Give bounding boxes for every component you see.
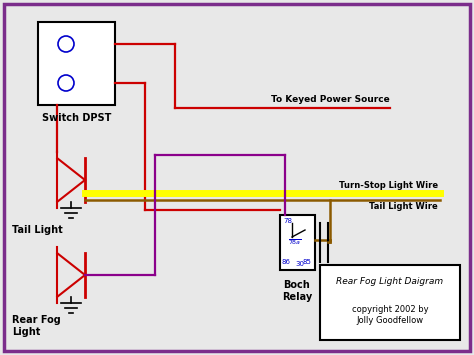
Text: 30: 30 bbox=[295, 261, 304, 267]
Text: To Keyed Power Source: To Keyed Power Source bbox=[271, 95, 390, 104]
Bar bbox=[280, 215, 315, 270]
Text: Rear Fog Light Daigram: Rear Fog Light Daigram bbox=[337, 277, 444, 286]
Text: Rear Fog
Light: Rear Fog Light bbox=[12, 315, 61, 337]
Text: Boch
Relay: Boch Relay bbox=[282, 280, 312, 302]
Bar bbox=[320, 265, 460, 340]
Bar bbox=[38, 22, 115, 105]
Text: Tail Light Wire: Tail Light Wire bbox=[369, 202, 438, 211]
Text: Switch DPST: Switch DPST bbox=[42, 113, 111, 123]
Text: 86: 86 bbox=[282, 259, 291, 265]
Text: copyright 2002 by
Jolly Goodfellow: copyright 2002 by Jolly Goodfellow bbox=[352, 305, 428, 325]
Text: Turn-Stop Light Wire: Turn-Stop Light Wire bbox=[339, 181, 438, 190]
Text: 85: 85 bbox=[303, 259, 312, 265]
Text: 78: 78 bbox=[283, 218, 292, 224]
Text: $\overline{78a}$: $\overline{78a}$ bbox=[288, 237, 302, 247]
Text: Tail Light: Tail Light bbox=[12, 225, 63, 235]
